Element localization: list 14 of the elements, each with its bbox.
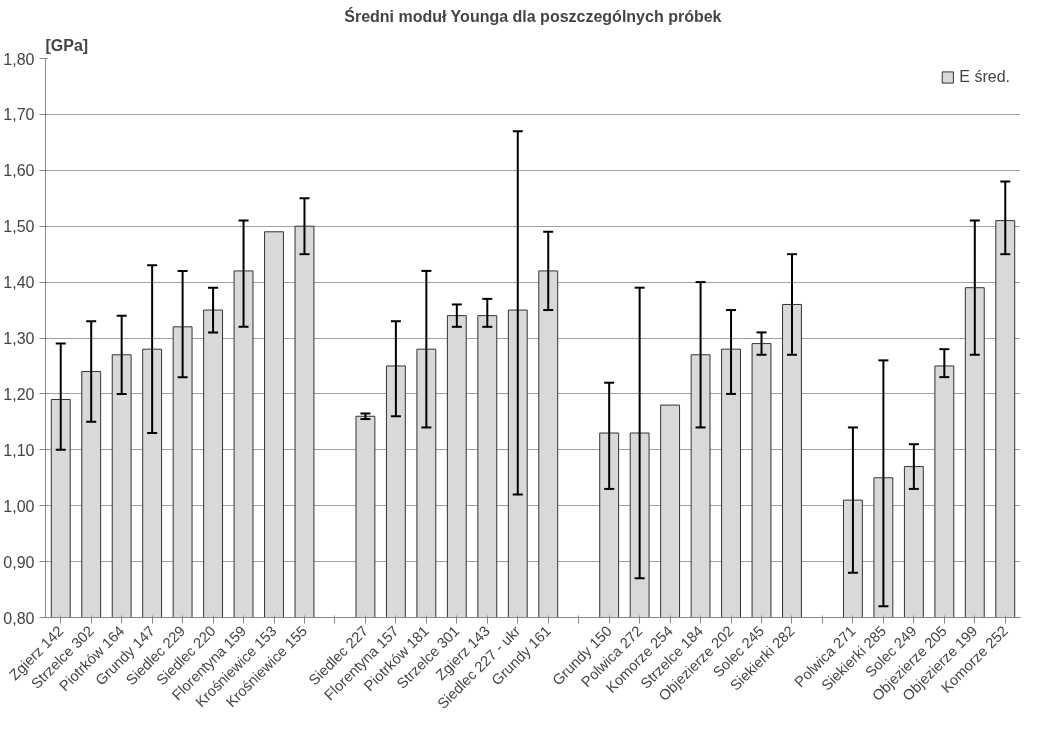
y-tick-label: 1,50 [3,218,35,236]
y-tick-label: 1,70 [3,106,35,124]
y-tick-label: 1,00 [3,497,35,515]
y-axis-title: [GPa] [45,36,89,54]
y-tick-label: 1,10 [3,441,35,459]
y-tick-label: 1,30 [3,330,35,347]
legend-label: E śred. [959,68,1010,86]
y-tick-label: 1,60 [3,162,35,180]
y-tick-label: 0,80 [3,609,35,627]
y-tick-label: 1,20 [3,385,35,403]
y-tick-label: 1,80 [3,50,35,68]
y-tick-label: 1,40 [3,274,35,292]
chart-title: Średni moduł Younga dla poszczególnych próbek [344,6,722,25]
y-tick-label: 0,90 [3,553,35,571]
